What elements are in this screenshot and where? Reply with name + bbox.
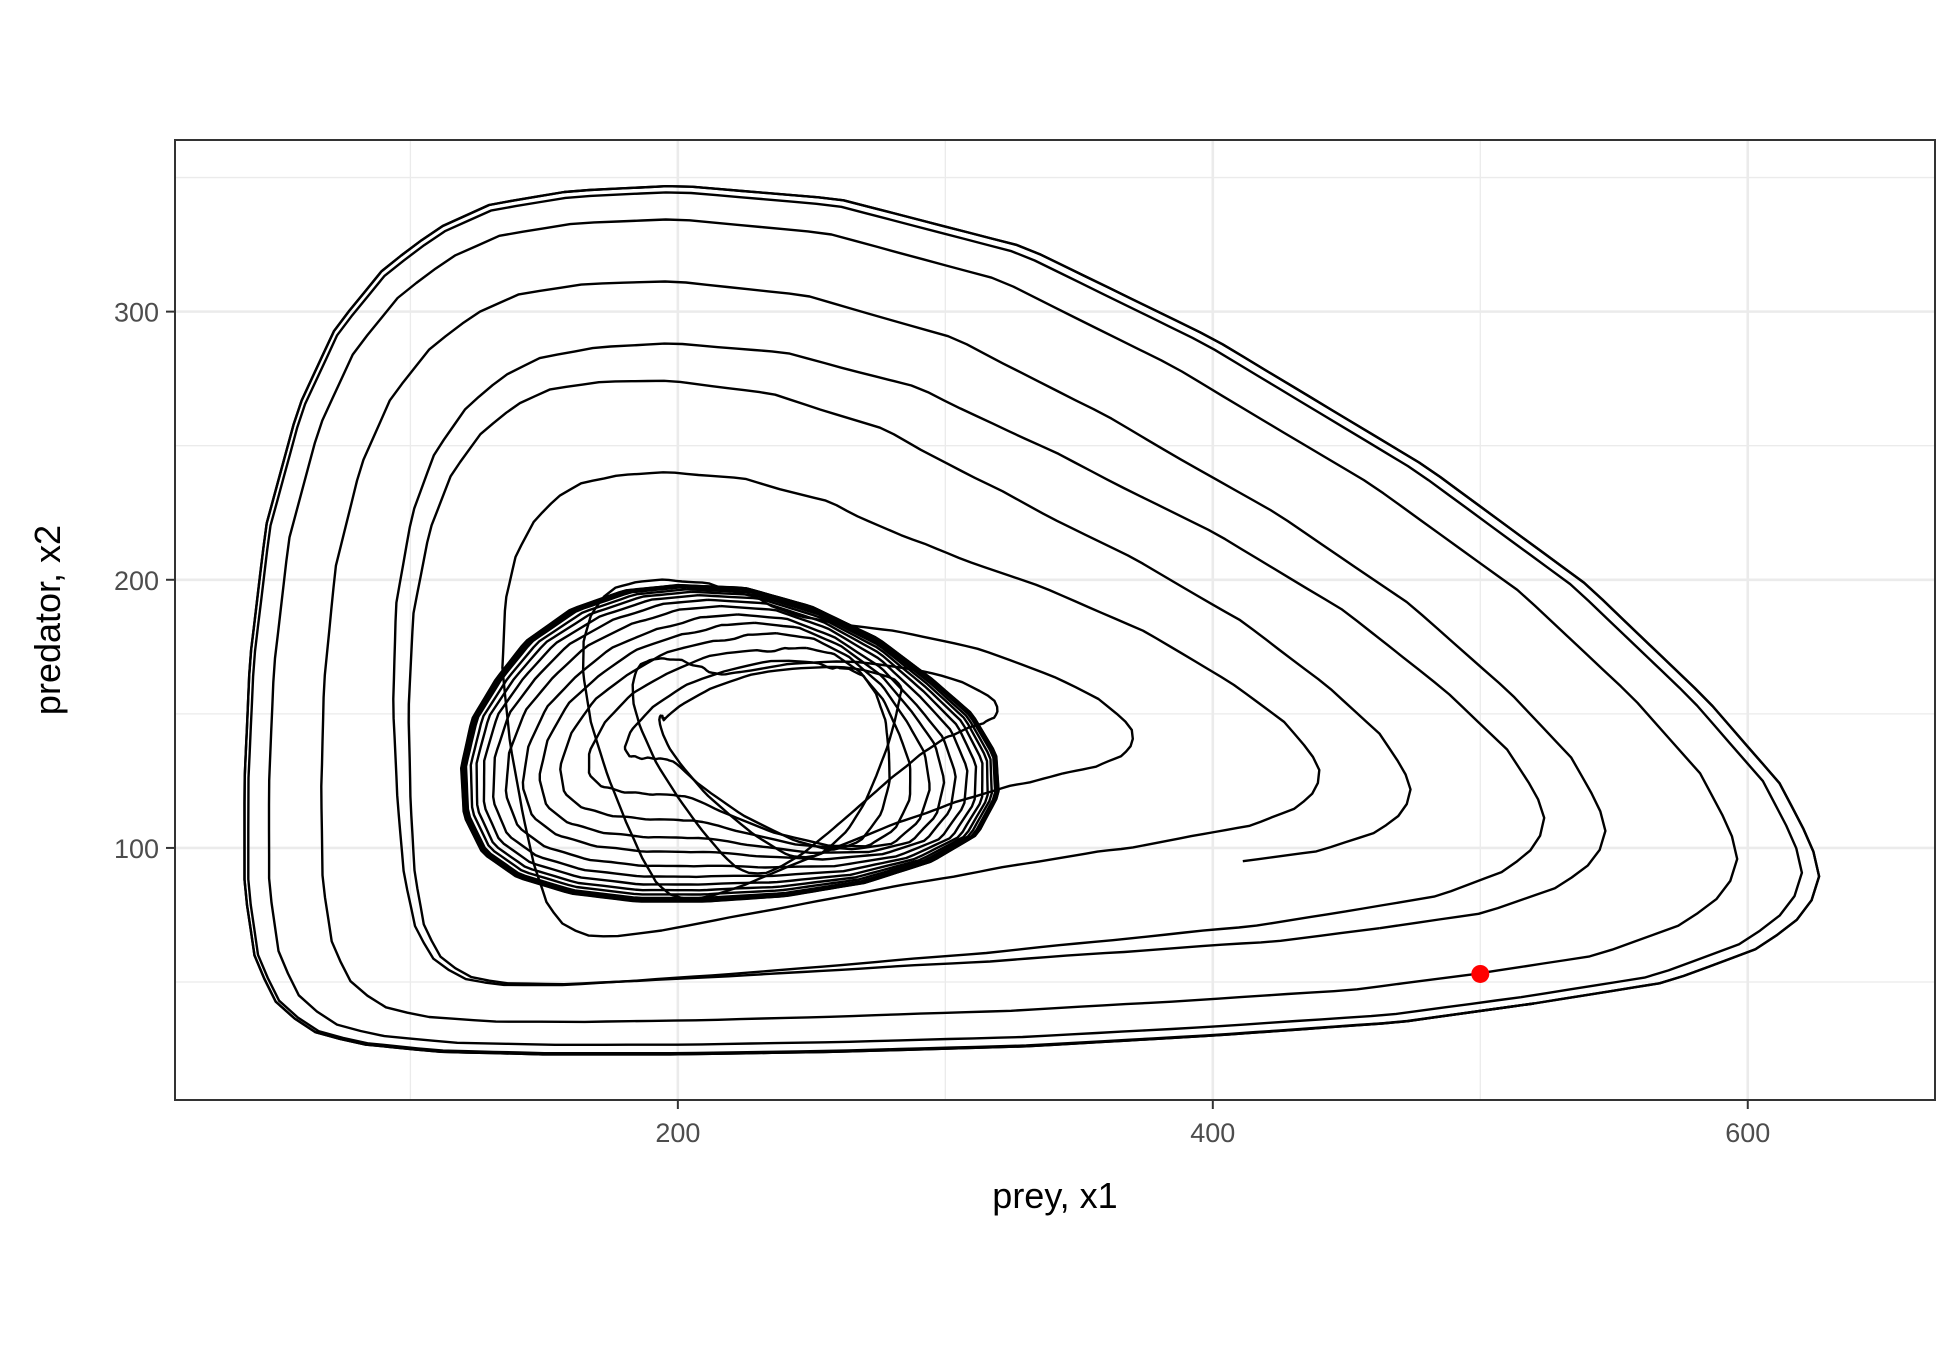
panel-border bbox=[174, 139, 1936, 1101]
y-axis-tick-labels: 100 200 300 bbox=[114, 298, 159, 864]
y-axis-title: predator, x2 bbox=[27, 525, 68, 715]
y-tick-label: 300 bbox=[114, 298, 159, 328]
trajectory-outer-loop bbox=[320, 280, 1607, 1024]
axis-ticks bbox=[166, 310, 1749, 1109]
x-tick-label: 400 bbox=[1190, 1118, 1235, 1148]
trajectory-inner-loop bbox=[538, 621, 946, 854]
trajectory-inner-loop bbox=[504, 604, 969, 869]
trajectory-inner-loop bbox=[559, 632, 931, 851]
trajectory-inner-loop bbox=[521, 613, 957, 861]
x-tick-label: 600 bbox=[1725, 1118, 1770, 1148]
trajectory-inner-loop bbox=[482, 594, 984, 886]
trajectory-limit-cycle bbox=[460, 583, 1000, 903]
trajectory-inner-loop bbox=[501, 471, 1321, 938]
x-tick-label: 200 bbox=[655, 1118, 700, 1148]
trajectory-inner-loop bbox=[492, 598, 978, 879]
trajectory-outer-loop bbox=[407, 379, 1412, 986]
trajectory-outer-loop bbox=[243, 185, 1821, 1056]
x-axis-tick-labels: 200 400 600 bbox=[655, 1118, 1770, 1148]
start-point bbox=[1471, 964, 1490, 983]
grid-minor bbox=[175, 140, 1935, 1100]
trajectory-lines bbox=[243, 185, 1821, 1056]
trajectory-inner-loop bbox=[587, 646, 912, 848]
trajectory-inner-loop bbox=[631, 657, 999, 875]
trajectory-inner-loop bbox=[623, 659, 891, 851]
y-tick-label: 100 bbox=[114, 834, 159, 864]
trajectory-inner-loop bbox=[392, 342, 1546, 987]
trajectory-inner-loop bbox=[469, 588, 993, 896]
trajectory-outer-loop bbox=[267, 218, 1739, 1046]
trajectory-inner-loop bbox=[658, 665, 903, 859]
trajectory-inner-loop bbox=[581, 578, 1134, 901]
y-tick-label: 200 bbox=[114, 566, 159, 596]
trajectory-inner-loop bbox=[475, 590, 989, 892]
x-axis-title: prey, x1 bbox=[992, 1175, 1117, 1216]
